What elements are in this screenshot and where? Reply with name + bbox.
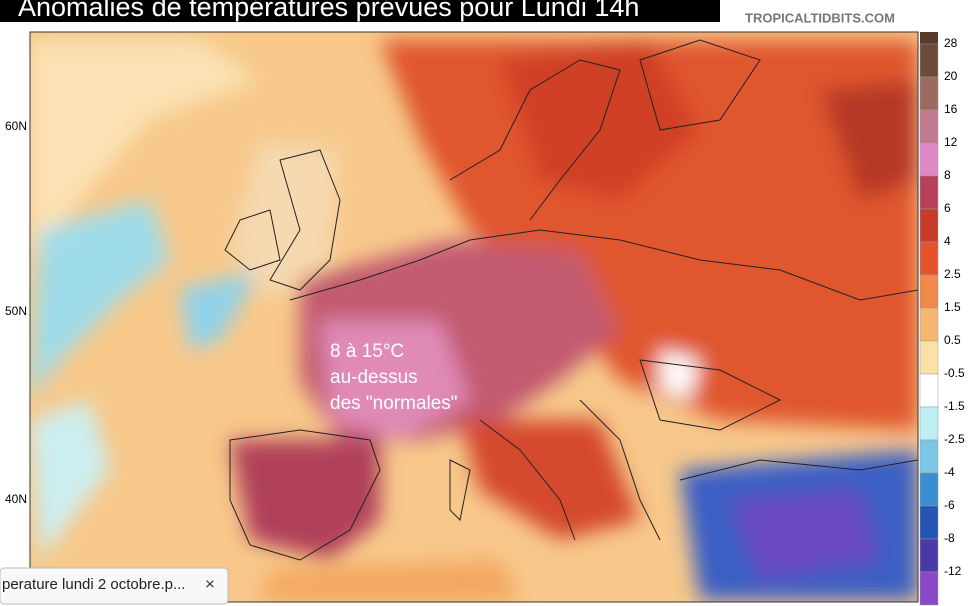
colorbar-label: 20 <box>944 69 958 83</box>
colorbar-label: 1.5 <box>944 300 961 314</box>
coastlines <box>224 39 918 561</box>
colorbar-swatch <box>919 175 939 210</box>
colorbar-label: -1.5 <box>944 399 965 413</box>
colorbar-swatch <box>919 241 939 276</box>
colorbar-swatch <box>919 439 939 474</box>
lat-label: 60N <box>5 119 27 133</box>
title-box <box>0 0 720 22</box>
annotation-line: au-dessus <box>330 367 418 388</box>
colorbar-swatch <box>919 274 939 309</box>
annotation: 8 à 15°C au-dessus des "normales" <box>330 341 458 414</box>
map-frame <box>29 31 919 603</box>
colorbar-label: -8 <box>944 531 955 545</box>
colorbar-label: 12 <box>944 135 958 149</box>
colorbar-label: 16 <box>944 102 958 116</box>
title: Anomalies de températures prévues pour L… <box>18 0 639 22</box>
colorbar-label: 4 <box>944 234 951 248</box>
colorbar-swatch <box>919 340 939 375</box>
colorbar-swatch <box>919 406 939 441</box>
colorbar-label: -2.5 <box>944 432 965 446</box>
colorbar-swatch <box>919 571 939 606</box>
colorbar-swatch <box>919 109 939 144</box>
colorbar: 28 20 16 12 8 6 4 2.5 1.5 0.5 -0.5 -1.5 -2.5 -4 -6 -8 -1… <box>919 32 965 606</box>
map: 8 à 15°C au-dessus des "normales" <box>30 32 918 602</box>
lat-labels: 60N 50N 40N <box>5 119 27 506</box>
colorbar-swatch <box>919 307 939 342</box>
colorbar-swatch <box>919 373 939 408</box>
colorbar-label: 2.5 <box>944 267 961 281</box>
colorbar-cap <box>920 32 938 44</box>
anomaly-field <box>30 40 918 602</box>
annotation-line: des "normales" <box>330 393 458 414</box>
source: TROPICALTIDBITS.COM <box>745 10 895 25</box>
lat-label: 50N <box>5 304 27 318</box>
tab-filename[interactable]: perature lundi 2 octobre.p... <box>2 576 185 593</box>
lat-label: 40N <box>5 492 27 506</box>
colorbar-label: -6 <box>944 498 955 512</box>
colorbar-label: 8 <box>944 168 951 182</box>
colorbar-swatch <box>919 472 939 507</box>
colorbar-swatch <box>919 43 939 78</box>
colorbar-label: 28 <box>944 36 958 50</box>
download-tab[interactable] <box>0 567 229 605</box>
tab-close[interactable]: × <box>205 574 215 593</box>
colorbar-label: -0.5 <box>944 366 965 380</box>
colorbar-label: 0.5 <box>944 333 961 347</box>
annotation-line: 8 à 15°C <box>330 341 404 362</box>
colorbar-label: 6 <box>944 201 951 215</box>
colorbar-swatch <box>919 505 939 540</box>
colorbar-swatch <box>919 142 939 177</box>
colorbar-swatch <box>919 538 939 573</box>
colorbar-label: -4 <box>944 465 955 479</box>
colorbar-swatch <box>919 208 939 243</box>
colorbar-label: -12 <box>944 564 962 578</box>
colorbar-swatch <box>919 76 939 111</box>
